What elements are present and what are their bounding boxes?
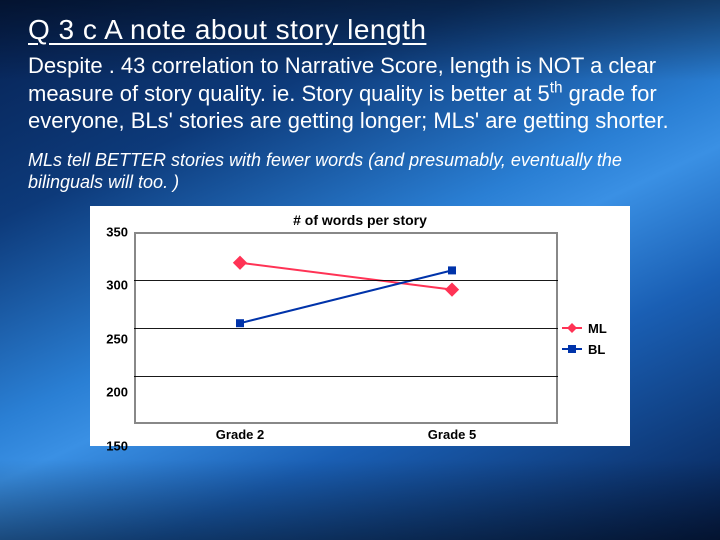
gridline (134, 328, 558, 329)
slide-paragraph-1: Despite . 43 correlation to Narrative Sc… (28, 52, 692, 135)
series-marker-bl (236, 319, 244, 327)
legend-column: ML BL (558, 232, 630, 446)
legend-item-ml: ML (562, 321, 607, 336)
series-marker-ml (233, 255, 247, 269)
series-marker-ml (445, 282, 459, 296)
slide-title: Q 3 c A note about story length (28, 14, 692, 46)
plot-column: Grade 2 Grade 5 (134, 232, 558, 446)
chart-body: 150200250300350 Grade 2Grade 5 MLBL (90, 232, 630, 446)
legend-label: BL (588, 342, 605, 357)
y-tick-label: 200 (106, 385, 128, 400)
gridline (134, 280, 558, 281)
x-tick-label: Grade 5 (428, 427, 476, 442)
plot-area (134, 232, 558, 424)
x-axis-labels: Grade 2 Grade 5 (134, 424, 558, 446)
legend-label: ML (588, 321, 607, 336)
y-tick-label: 350 (106, 224, 128, 239)
series-marker-bl (448, 266, 456, 274)
y-tick-label: 250 (106, 331, 128, 346)
chart-title: # of words per story (90, 206, 630, 232)
legend-item-bl: BL (562, 342, 607, 357)
gridline (134, 376, 558, 377)
y-axis-labels: 150200250300350 (90, 232, 134, 446)
y-tick-label: 150 (106, 438, 128, 453)
x-tick-label: Grade 2 (216, 427, 264, 442)
words-per-story-chart: # of words per story 150200250300350 Gra… (90, 206, 630, 446)
legend-swatch (562, 344, 582, 354)
y-tick-label: 300 (106, 278, 128, 293)
legend-swatch (562, 323, 582, 333)
slide-paragraph-2: MLs tell BETTER stories with fewer words… (28, 149, 692, 194)
para1-sup: th (550, 79, 563, 96)
legend: ML BL (558, 321, 607, 357)
